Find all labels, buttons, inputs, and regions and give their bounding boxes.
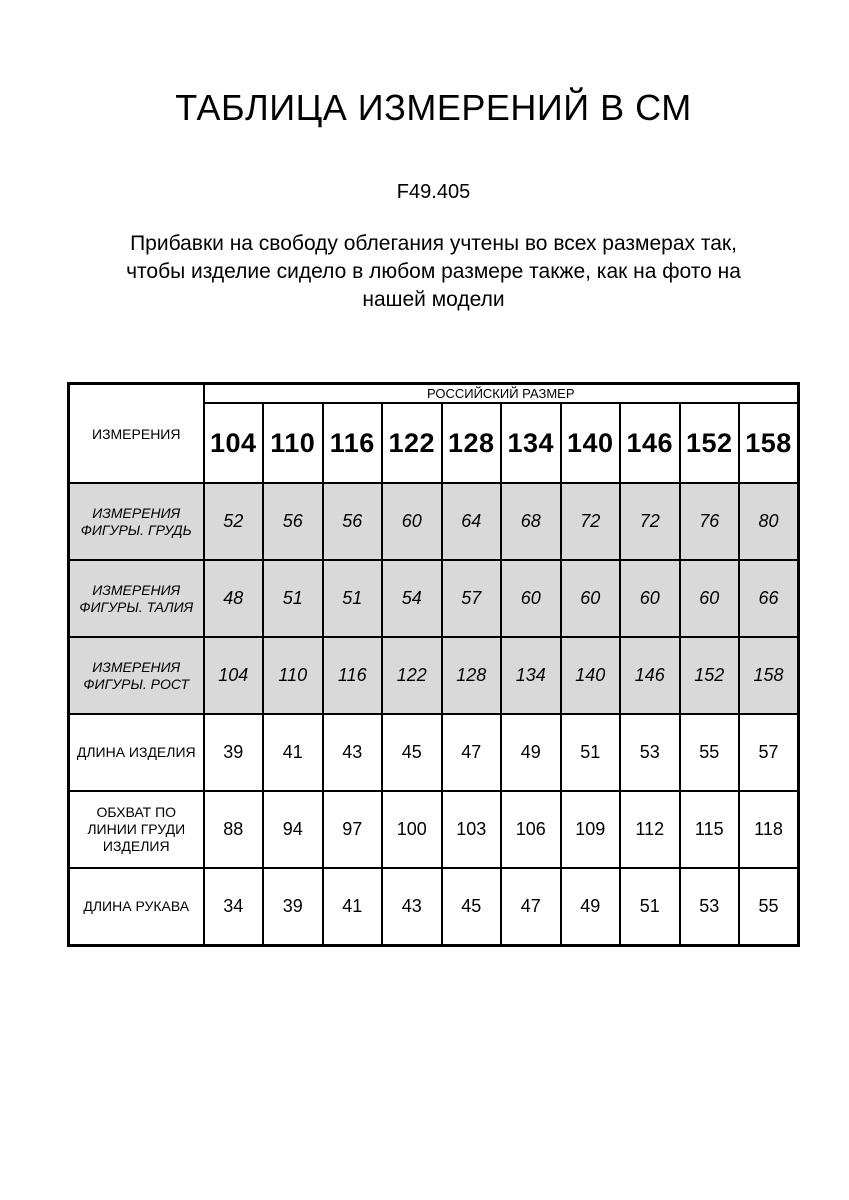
measurement-value: 116 [321, 636, 383, 715]
size-column-header: 122 [381, 402, 443, 484]
size-column-header: 104 [202, 402, 264, 484]
measurement-value: 43 [321, 713, 383, 792]
measurement-value: 47 [500, 867, 562, 946]
model-code: F49.405 [396, 181, 471, 203]
measurement-value: 51 [321, 559, 383, 638]
measurement-value: 128 [440, 636, 502, 715]
page: ТАБЛИЦА ИЗМЕРЕНИЙ В СМ F49.405 Прибавки … [67, 0, 800, 947]
measurement-value: 56 [262, 482, 324, 561]
measurement-value: 118 [738, 790, 800, 869]
size-header-row: 104 110 116 122 128 134 140 146 152 158 [69, 402, 800, 484]
row-label: ИЗМЕРЕНИЯ ФИГУРЫ. ГРУДЬ [67, 482, 205, 561]
measurement-value: 122 [381, 636, 443, 715]
measurement-value: 41 [262, 713, 324, 792]
table-row: ОБХВАТ ПО ЛИНИИ ГРУДИ ИЗДЕЛИЯ 88 94 97 100 10… [67, 790, 800, 869]
size-column-header: 146 [619, 402, 681, 484]
measurement-value: 146 [619, 636, 681, 715]
description: Прибавки на свободу облегания учтены во … [67, 230, 800, 314]
measurement-value: 39 [262, 867, 324, 946]
measurement-value: 51 [559, 713, 621, 792]
description-line: Прибавки на свободу облегания учтены во … [130, 232, 737, 255]
measurement-value: 55 [738, 867, 800, 946]
measurement-value: 140 [559, 636, 621, 715]
size-column-header: 158 [738, 402, 800, 484]
measurement-value: 112 [619, 790, 681, 869]
measurement-value: 68 [500, 482, 562, 561]
measurement-value: 49 [500, 713, 562, 792]
measurements-column-header: ИЗМЕРЕНИЯ [67, 382, 205, 484]
row-label: ДЛИНА ИЗДЕЛИЯ [67, 713, 205, 792]
measurement-value: 41 [321, 867, 383, 946]
measurement-value: 60 [678, 559, 740, 638]
measurement-value: 60 [619, 559, 681, 638]
measurement-value: 104 [202, 636, 264, 715]
description-line: чтобы изделие сидело в любом размере так… [126, 260, 741, 283]
measurement-value: 60 [559, 559, 621, 638]
size-group-header-row: ИЗМЕРЕНИЯ РОССИЙСКИЙ РАЗМЕР [67, 382, 800, 484]
measurement-value: 94 [262, 790, 324, 869]
row-label: ДЛИНА РУКАВА [67, 867, 205, 946]
description-line: нашей модели [362, 288, 505, 311]
measurement-value: 45 [381, 713, 443, 792]
page-title: ТАБЛИЦА ИЗМЕРЕНИЙ В СМ [175, 87, 692, 128]
table-row: ДЛИНА РУКАВА 34 39 41 43 45 47 49 51 53 55 [67, 867, 800, 946]
size-column-header: 140 [559, 402, 621, 484]
measurement-value: 88 [202, 790, 264, 869]
measurement-value: 76 [678, 482, 740, 561]
russian-size-header: РОССИЙСКИЙ РАЗМЕР [202, 382, 800, 404]
measurement-value: 72 [619, 482, 681, 561]
size-column-header: 134 [500, 402, 562, 484]
measurement-value: 158 [738, 636, 800, 715]
measurement-value: 152 [678, 636, 740, 715]
row-label: ИЗМЕРЕНИЯ ФИГУРЫ. ТАЛИЯ [67, 559, 205, 638]
measurement-value: 49 [559, 867, 621, 946]
measurement-value: 45 [440, 867, 502, 946]
measurement-value: 43 [381, 867, 443, 946]
measurement-value: 110 [262, 636, 324, 715]
measurement-value: 53 [678, 867, 740, 946]
measurement-value: 34 [202, 867, 264, 946]
measurement-value: 106 [500, 790, 562, 869]
measurement-value: 60 [381, 482, 443, 561]
size-column-header: 152 [678, 402, 740, 484]
measurement-value: 72 [559, 482, 621, 561]
measurement-value: 64 [440, 482, 502, 561]
measurement-value: 56 [321, 482, 383, 561]
table-row: ДЛИНА ИЗДЕЛИЯ 39 41 43 45 47 49 51 53 55 57 [67, 713, 800, 792]
measurement-value: 134 [500, 636, 562, 715]
measurement-value: 97 [321, 790, 383, 869]
size-column-header: 110 [262, 402, 324, 484]
measurement-value: 53 [619, 713, 681, 792]
measurement-value: 54 [381, 559, 443, 638]
measurement-value: 51 [619, 867, 681, 946]
measurement-value: 80 [738, 482, 800, 561]
size-column-header: 128 [440, 402, 502, 484]
measurement-value: 55 [678, 713, 740, 792]
measurement-value: 47 [440, 713, 502, 792]
measurement-value: 57 [440, 559, 502, 638]
row-label: ОБХВАТ ПО ЛИНИИ ГРУДИ ИЗДЕЛИЯ [67, 790, 205, 869]
measurement-value: 66 [738, 559, 800, 638]
table-row: ИЗМЕРЕНИЯ ФИГУРЫ. ГРУДЬ 52 56 56 60 64 68 72 72 7… [67, 482, 800, 561]
table-row: ИЗМЕРЕНИЯ ФИГУРЫ. ТАЛИЯ 48 51 51 54 57 60 60 60 6… [67, 559, 800, 638]
row-label: ИЗМЕРЕНИЯ ФИГУРЫ. РОСТ [67, 636, 205, 715]
measurement-value: 48 [202, 559, 264, 638]
measurement-value: 115 [678, 790, 740, 869]
measurement-value: 103 [440, 790, 502, 869]
size-column-header: 116 [321, 402, 383, 484]
measurements-table: ИЗМЕРЕНИЯ РОССИЙСКИЙ РАЗМЕР 104 110 116 122… [67, 382, 800, 947]
measurement-value: 60 [500, 559, 562, 638]
measurement-value: 109 [559, 790, 621, 869]
measurement-value: 39 [202, 713, 264, 792]
measurement-value: 57 [738, 713, 800, 792]
table-row: ИЗМЕРЕНИЯ ФИГУРЫ. РОСТ 104 110 116 122 128 134… [67, 636, 800, 715]
measurement-value: 52 [202, 482, 264, 561]
measurement-value: 51 [262, 559, 324, 638]
measurement-value: 100 [381, 790, 443, 869]
